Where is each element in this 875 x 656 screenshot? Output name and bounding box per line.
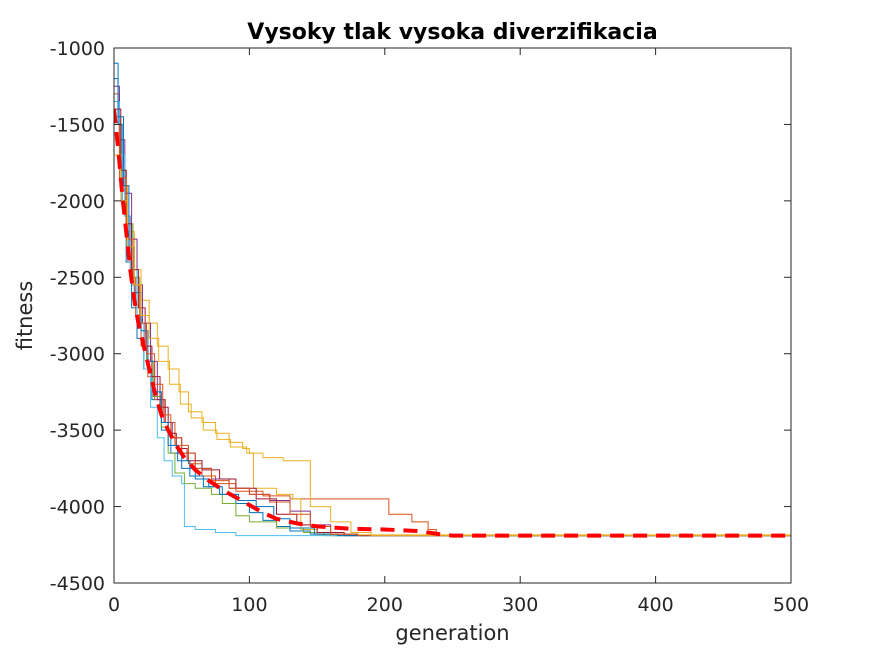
mean-fitness-line bbox=[114, 108, 791, 538]
axes-box bbox=[113, 47, 792, 584]
x-tick-label: 500 bbox=[773, 594, 809, 616]
x-tick-label: 0 bbox=[108, 594, 120, 616]
y-tick-label: -1000 bbox=[50, 38, 105, 60]
y-tick-label: -4000 bbox=[50, 497, 105, 519]
y-tick-label: -2000 bbox=[50, 191, 105, 213]
x-tick-label: 100 bbox=[231, 594, 267, 616]
y-tick-label: -4500 bbox=[50, 573, 105, 595]
y-tick-label: -3500 bbox=[50, 420, 105, 442]
y-axis-label: fitness bbox=[13, 281, 37, 351]
y-tick-label: -3000 bbox=[50, 344, 105, 366]
x-tick-label: 300 bbox=[502, 594, 538, 616]
x-tick-label: 200 bbox=[367, 594, 403, 616]
y-tick-label: -1500 bbox=[50, 114, 105, 136]
y-tick-label: -2500 bbox=[50, 267, 105, 289]
chart-title: Vysoky tlak vysoka diverzifikacia bbox=[247, 20, 657, 45]
ticks-layer: 0 100 200 300 400 500 -1000 -1500 -2000 -2500 -300… bbox=[50, 38, 809, 616]
series-layer bbox=[114, 62, 791, 538]
run-line-10 bbox=[114, 154, 791, 537]
x-tick-label: 400 bbox=[637, 594, 673, 616]
x-axis-label: generation bbox=[395, 621, 509, 645]
